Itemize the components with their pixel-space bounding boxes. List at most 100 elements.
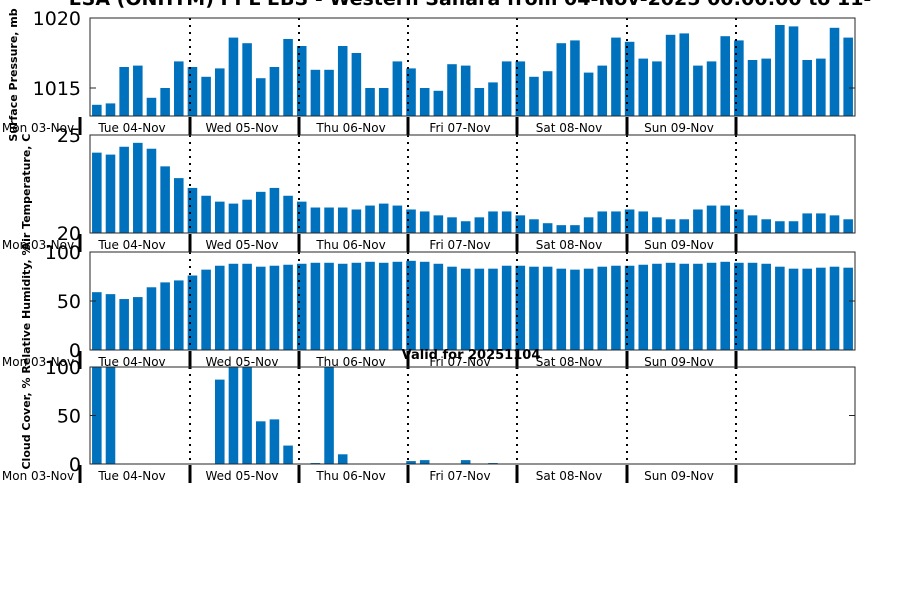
relative-humidity-bar <box>665 262 676 350</box>
relative-humidity-bar <box>201 269 211 350</box>
air-temperature-bar <box>419 211 430 233</box>
cloud-cover-bar <box>460 460 471 464</box>
relative-humidity-bar <box>788 268 799 350</box>
surface-pressure-bar <box>843 37 853 116</box>
relative-humidity-bar <box>406 260 416 350</box>
day-label: Sun 09-Nov <box>644 355 714 369</box>
surface-pressure-bar <box>433 90 444 116</box>
air-temperature-bar <box>570 225 580 233</box>
air-temperature-bar <box>665 219 676 233</box>
surface-pressure-bar <box>597 65 608 116</box>
relative-humidity-bar <box>734 262 744 350</box>
relative-humidity-bar <box>133 297 143 350</box>
y-tick-label: 100 <box>45 242 81 264</box>
surface-pressure-bar <box>720 36 730 117</box>
surface-pressure-bar <box>406 68 416 116</box>
air-temperature-bar <box>788 221 799 233</box>
day-label: Sun 09-Nov <box>644 121 714 135</box>
cloud-cover-bar <box>283 445 293 464</box>
surface-pressure-bar <box>146 97 157 116</box>
relative-humidity-bar <box>92 292 102 350</box>
air-temperature-bar <box>269 187 280 233</box>
surface-pressure-bar <box>174 61 184 116</box>
air-temperature-bar <box>365 205 375 233</box>
cloud-cover-bar <box>337 454 348 464</box>
day-label: Fri 07-Nov <box>429 469 490 483</box>
cloud-cover-bar <box>255 421 266 464</box>
relative-humidity-bar <box>515 265 526 350</box>
surface-pressure-bar <box>365 88 375 116</box>
air-temperature-bar <box>556 225 567 233</box>
air-temperature-bar <box>351 209 362 233</box>
surface-pressure-bar <box>119 67 129 116</box>
air-temperature-bar <box>802 213 812 233</box>
relative-humidity-bar <box>160 282 170 350</box>
day-label: Wed 05-Nov <box>206 238 279 252</box>
surface-pressure-bar <box>829 27 840 116</box>
relative-humidity-bar <box>474 268 485 350</box>
day-label: Tue 04-Nov <box>97 238 165 252</box>
day-label: Tue 04-Nov <box>97 121 165 135</box>
day-label: Wed 05-Nov <box>206 469 279 483</box>
relative-humidity-bar <box>829 266 840 350</box>
surface-pressure-bar <box>474 88 485 116</box>
air-temperature-bar <box>652 217 662 233</box>
relative-humidity-y-axis-label: Relative Humidity, % <box>20 244 33 373</box>
cloud-cover-bar <box>419 460 430 464</box>
air-temperature-bar <box>583 217 594 233</box>
surface-pressure-bar <box>501 61 512 116</box>
air-temperature-bar <box>201 195 211 233</box>
surface-pressure-bar <box>816 58 826 116</box>
relative-humidity-bar <box>392 261 403 350</box>
air-temperature-bar <box>187 187 198 233</box>
relative-humidity-bar <box>105 294 116 350</box>
air-temperature-y-axis-label: Air Temperature, C <box>20 134 33 251</box>
y-tick-label: 0 <box>69 340 81 362</box>
air-temperature-bar <box>283 195 293 233</box>
relative-humidity-bar <box>228 263 239 350</box>
relative-humidity-bar <box>215 265 225 350</box>
air-temperature-bar <box>474 217 485 233</box>
day-label: Sat 08-Nov <box>536 355 603 369</box>
air-temperature-bar <box>816 213 826 233</box>
relative-humidity-bar <box>802 268 812 350</box>
surface-pressure-bar <box>529 76 539 116</box>
surface-pressure-bar <box>337 46 348 116</box>
air-temperature-bar <box>829 215 840 233</box>
day-label: Tue 04-Nov <box>97 355 165 369</box>
surface-pressure-bar <box>624 41 635 116</box>
surface-pressure-bar <box>652 61 662 116</box>
air-temperature-bar <box>720 205 730 233</box>
surface-pressure-bar <box>583 72 594 116</box>
air-temperature-bar <box>337 207 348 233</box>
air-temperature-bar <box>597 211 608 233</box>
relative-humidity-bar <box>816 267 826 350</box>
air-temperature-bar <box>228 203 239 233</box>
figure-title: ESA (ONHTM) PPL EBS - Western Sahara fro… <box>69 0 872 10</box>
day-label: Sat 08-Nov <box>536 121 603 135</box>
surface-pressure-bar <box>283 39 293 116</box>
surface-pressure-bar <box>215 68 225 116</box>
day-label: Mon 03-Nov <box>2 469 74 483</box>
relative-humidity-panel: 0 50 100 Mon 03-Nov Tue 04-Nov Wed 05-Nov Thu … <box>2 242 856 374</box>
surface-pressure-bar <box>324 69 334 116</box>
y-tick-label: 25 <box>57 125 81 147</box>
air-temperature-bar <box>174 178 184 233</box>
air-temperature-axes-box <box>89 134 856 234</box>
day-label: Fri 07-Nov <box>429 121 490 135</box>
air-temperature-bar <box>215 201 225 233</box>
cloud-cover-bar <box>324 367 334 464</box>
surface-pressure-bar <box>611 37 621 116</box>
surface-pressure-bar <box>706 61 717 116</box>
cloud-cover-bar <box>215 379 225 464</box>
relative-humidity-bar <box>351 262 362 350</box>
relative-humidity-bar <box>556 268 567 350</box>
relative-humidity-bar <box>761 263 771 350</box>
relative-humidity-bar <box>501 265 512 350</box>
surface-pressure-bar <box>515 61 526 116</box>
surface-pressure-bar <box>734 40 744 116</box>
air-temperature-bar <box>146 148 157 233</box>
air-temperature-bar <box>296 201 307 233</box>
day-label: Thu 06-Nov <box>315 469 385 483</box>
